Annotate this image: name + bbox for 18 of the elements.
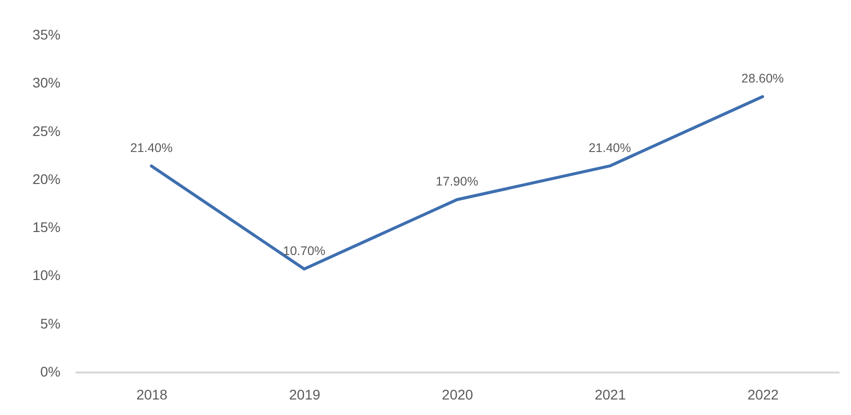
data-label: 21.40% — [130, 140, 173, 155]
data-label: 21.40% — [588, 140, 632, 155]
data-label: 17.90% — [436, 174, 478, 189]
y-tick-label: 15% — [32, 219, 60, 236]
y-tick-label: 35% — [32, 26, 60, 42]
y-tick-label: 0% — [40, 364, 60, 380]
x-tick-label: 2021 — [594, 386, 626, 402]
x-tick-label: 2018 — [136, 386, 168, 402]
y-tick-label: 10% — [32, 267, 60, 284]
x-tick-label: 2019 — [289, 386, 320, 402]
y-tick-label: 5% — [40, 315, 60, 332]
data-label: 28.60% — [741, 72, 784, 86]
data-label: 10.70% — [282, 244, 326, 258]
y-tick-label: 20% — [32, 170, 60, 187]
y-tick-label: 30% — [32, 74, 60, 91]
x-tick-label: 2022 — [748, 386, 779, 402]
y-tick-label: 25% — [32, 122, 60, 139]
x-tick-label: 2020 — [442, 386, 474, 402]
